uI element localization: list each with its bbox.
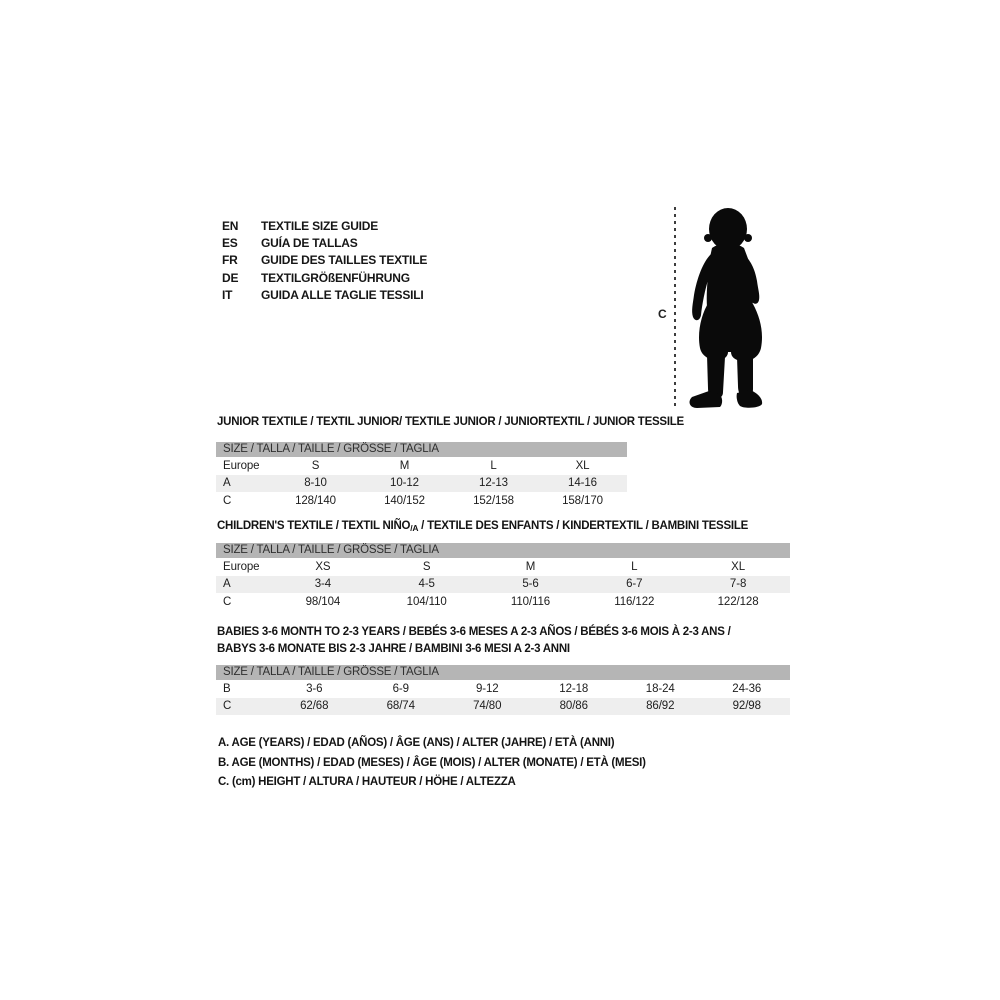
- row-label: B: [223, 682, 231, 695]
- size-cell: 7-8: [729, 578, 747, 591]
- language-code: ES: [222, 236, 238, 251]
- junior-size-table: SIZE / TALLA / TAILLE / GRÖSSE / TAGLIA …: [216, 442, 627, 510]
- language-item: EN TEXTILE SIZE GUIDE: [222, 217, 427, 234]
- size-cell: 104/110: [406, 595, 447, 608]
- babies-table-title: BABIES 3-6 MONTH TO 2-3 YEARS / BEBÉS 3-…: [217, 624, 731, 657]
- language-item: ES GUÍA DE TALLAS: [222, 234, 427, 251]
- table-row-europe: Europe S M L XL: [216, 457, 627, 475]
- row-label: A: [223, 477, 231, 490]
- size-cell: XL: [731, 560, 746, 573]
- language-name: TEXTILE SIZE GUIDE: [261, 218, 379, 233]
- size-cell: 14-16: [568, 477, 597, 490]
- row-label: C: [223, 700, 232, 713]
- size-cell: 116/122: [614, 595, 655, 608]
- language-item: IT GUIDA ALLE TAGLIE TESSILI: [222, 287, 427, 304]
- toddler-silhouette-icon: [689, 208, 763, 408]
- size-cell: 8-10: [304, 477, 327, 490]
- size-cell: 152/158: [473, 494, 514, 507]
- language-code: DE: [222, 270, 239, 285]
- size-cell: M: [399, 459, 410, 472]
- size-cell: 12-18: [559, 682, 589, 695]
- language-name: GUIDE DES TAILLES TEXTILE: [261, 253, 428, 268]
- size-cell: L: [490, 459, 497, 472]
- language-guide-list: EN TEXTILE SIZE GUIDE ES GUÍA DE TALLAS …: [222, 217, 427, 304]
- table-row-age: A 3-4 4-5 5-6 6-7 7-8: [216, 575, 790, 593]
- table-row-months: B 3-6 6-9 9-12 12-18 18-24 24-36: [216, 680, 790, 698]
- size-cell: XL: [575, 459, 590, 472]
- size-header-bar: SIZE / TALLA / TAILLE / GRÖSSE / TAGLIA: [216, 543, 790, 558]
- row-label: A: [223, 578, 231, 591]
- size-header-bar: SIZE / TALLA / TAILLE / GRÖSSE / TAGLIA: [216, 665, 790, 680]
- children-size-table: SIZE / TALLA / TAILLE / GRÖSSE / TAGLIA …: [216, 543, 790, 611]
- size-cell: 74/80: [473, 700, 502, 713]
- size-cell: XS: [315, 560, 331, 573]
- size-cell: M: [525, 560, 536, 573]
- row-label: C: [223, 494, 232, 507]
- size-cell: 158/170: [562, 494, 603, 507]
- language-name: TEXTILGRÖßENFÜHRUNG: [261, 270, 410, 285]
- size-cell: S: [422, 560, 431, 573]
- table-row-height: C 62/68 68/74 74/80 80/86 86/92 92/98: [216, 697, 790, 715]
- language-item: FR GUIDE DES TAILLES TEXTILE: [222, 252, 427, 269]
- size-cell: 140/152: [384, 494, 425, 507]
- language-code: EN: [222, 218, 239, 233]
- size-cell: 3-6: [306, 682, 323, 695]
- size-cell: 3-4: [314, 578, 332, 591]
- size-cell: 6-7: [626, 578, 643, 591]
- size-cell: 110/116: [510, 595, 551, 608]
- size-cell: 122/128: [717, 595, 759, 608]
- table-row-height: C 128/140 140/152 152/158 158/170: [216, 492, 627, 510]
- language-code: IT: [222, 288, 233, 303]
- size-cell: 18-24: [645, 682, 675, 695]
- height-dashed-line: [674, 207, 676, 408]
- size-cell: 10-12: [390, 477, 419, 490]
- size-cell: 4-5: [418, 578, 435, 591]
- size-header-bar: SIZE / TALLA / TAILLE / GRÖSSE / TAGLIA: [216, 442, 627, 457]
- size-cell: 86/92: [646, 700, 675, 713]
- size-cell: 68/74: [386, 700, 415, 713]
- size-cell: 24-36: [732, 682, 762, 695]
- size-cell: 9-12: [475, 682, 499, 695]
- size-cell: 128/140: [295, 494, 336, 507]
- children-title-subscript: /A: [410, 523, 419, 533]
- children-title-suffix: / TEXTILE DES ENFANTS / KINDERTEXTIL / B…: [418, 520, 749, 532]
- row-label: Europe: [223, 560, 260, 573]
- size-cell: 98/104: [305, 595, 341, 608]
- size-cell: 12-13: [479, 477, 508, 490]
- table-row-age: A 8-10 10-12 12-13 14-16: [216, 474, 627, 492]
- language-name: GUIDA ALLE TAGLIE TESSILI: [261, 288, 424, 303]
- language-code: FR: [222, 253, 238, 268]
- language-name: GUÍA DE TALLAS: [261, 236, 358, 251]
- junior-table-title: JUNIOR TEXTILE / TEXTIL JUNIOR/ TEXTILE …: [217, 416, 684, 428]
- children-table-title: CHILDREN'S TEXTILE / TEXTIL NIÑO/A / TEX…: [217, 520, 748, 533]
- legend: A. AGE (YEARS) / EDAD (AÑOS) / ÂGE (ANS)…: [218, 737, 646, 796]
- babies-title-line1: BABIES 3-6 MONTH TO 2-3 YEARS / BEBÉS 3-…: [217, 626, 731, 638]
- size-cell: L: [631, 560, 638, 573]
- children-title-prefix: CHILDREN'S TEXTILE / TEXTIL NIÑO: [217, 520, 411, 532]
- size-cell: 5-6: [522, 578, 539, 591]
- table-row-europe: Europe XS S M L XL: [216, 558, 790, 576]
- legend-line-a: A. AGE (YEARS) / EDAD (AÑOS) / ÂGE (ANS)…: [218, 737, 615, 749]
- babies-title-line2: BABYS 3-6 MONATE BIS 2-3 JAHRE / BAMBINI…: [217, 642, 570, 655]
- size-cell: 6-9: [392, 682, 409, 695]
- size-cell: 62/68: [300, 700, 329, 713]
- height-marker-label: C: [658, 307, 667, 321]
- language-item: DE TEXTILGRÖßENFÜHRUNG: [222, 269, 427, 286]
- table-row-height: C 98/104 104/110 110/116 116/122 122/128: [216, 593, 790, 611]
- legend-line-c: C. (cm) HEIGHT / ALTURA / HAUTEUR / HÖHE…: [218, 776, 516, 789]
- size-cell: S: [311, 459, 320, 472]
- legend-line-b: B. AGE (MONTHS) / EDAD (MESES) / ÂGE (MO…: [218, 756, 646, 769]
- size-cell: 80/86: [559, 700, 588, 713]
- babies-size-table: SIZE / TALLA / TAILLE / GRÖSSE / TAGLIA …: [216, 665, 790, 715]
- row-label: Europe: [223, 459, 260, 472]
- size-cell: 92/98: [732, 700, 761, 713]
- row-label: C: [223, 595, 232, 608]
